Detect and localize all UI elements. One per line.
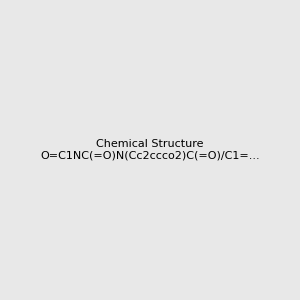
Text: Chemical Structure
O=C1NC(=O)N(Cc2ccco2)C(=O)/C1=...: Chemical Structure O=C1NC(=O)N(Cc2ccco2)… bbox=[40, 139, 260, 161]
